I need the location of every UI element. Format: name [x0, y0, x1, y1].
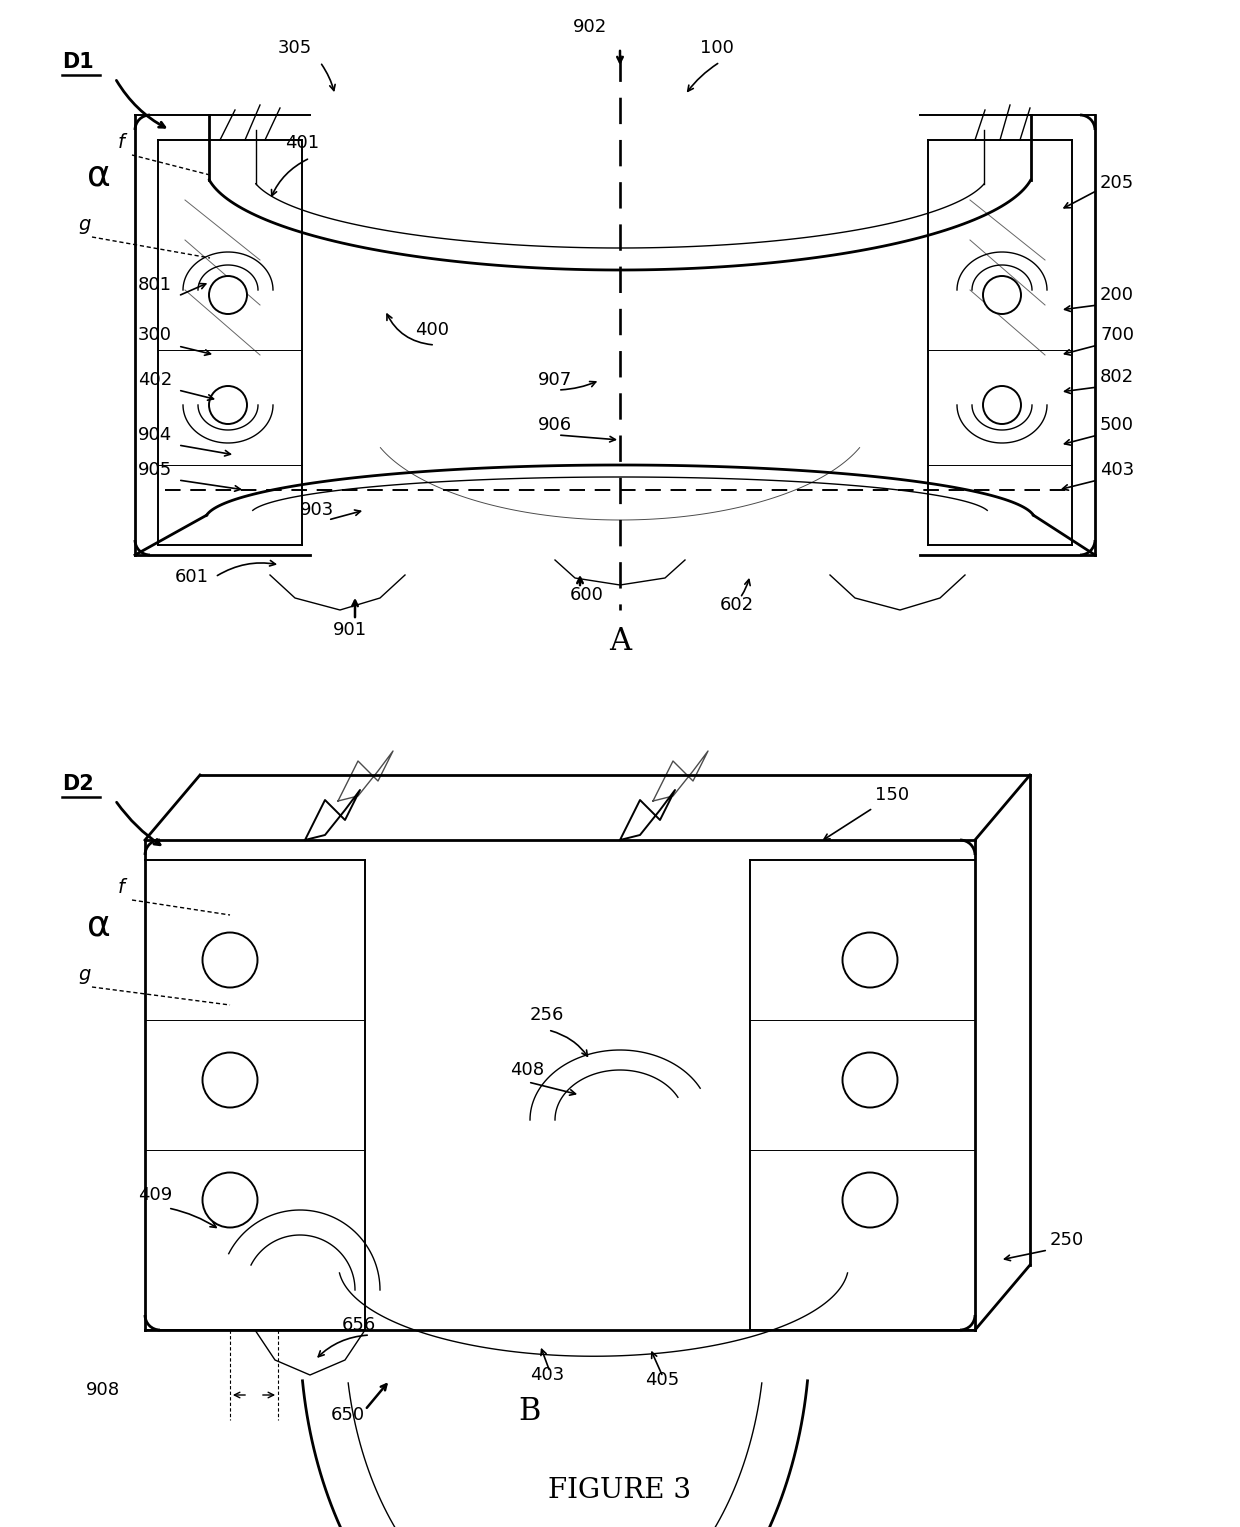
- Text: 700: 700: [1100, 325, 1135, 344]
- Ellipse shape: [202, 1173, 258, 1228]
- Text: 602: 602: [720, 596, 754, 614]
- Ellipse shape: [210, 276, 247, 315]
- Text: g: g: [78, 965, 91, 983]
- Text: 802: 802: [1100, 368, 1135, 386]
- Text: 904: 904: [138, 426, 172, 444]
- Text: 902: 902: [573, 18, 608, 37]
- Text: 205: 205: [1100, 174, 1135, 192]
- Text: 403: 403: [1100, 461, 1135, 479]
- Text: 100: 100: [701, 40, 734, 56]
- Text: α: α: [87, 909, 110, 942]
- Text: f: f: [118, 133, 125, 153]
- Text: 500: 500: [1100, 415, 1135, 434]
- Text: D2: D2: [62, 774, 94, 794]
- Text: 656: 656: [342, 1316, 376, 1335]
- Text: 402: 402: [138, 371, 172, 389]
- Text: D1: D1: [62, 52, 94, 72]
- Text: 408: 408: [510, 1061, 544, 1080]
- Text: B: B: [518, 1396, 541, 1428]
- Text: 901: 901: [332, 621, 367, 638]
- Text: g: g: [78, 215, 91, 234]
- Text: 250: 250: [1050, 1231, 1084, 1249]
- Text: 400: 400: [415, 321, 449, 339]
- Ellipse shape: [202, 1052, 258, 1107]
- Text: 907: 907: [538, 371, 572, 389]
- Ellipse shape: [842, 933, 898, 988]
- Text: 256: 256: [529, 1006, 564, 1025]
- Text: 908: 908: [86, 1380, 120, 1399]
- Ellipse shape: [202, 933, 258, 988]
- Text: 409: 409: [138, 1186, 172, 1203]
- Text: 905: 905: [138, 461, 172, 479]
- Text: 150: 150: [875, 786, 909, 805]
- Ellipse shape: [842, 1052, 898, 1107]
- Text: 801: 801: [138, 276, 172, 295]
- Ellipse shape: [210, 386, 247, 425]
- Ellipse shape: [983, 386, 1021, 425]
- Text: α: α: [87, 157, 110, 192]
- Text: 650: 650: [331, 1406, 365, 1425]
- Text: 401: 401: [285, 134, 319, 153]
- Text: 600: 600: [570, 586, 604, 605]
- Text: 601: 601: [175, 568, 210, 586]
- Text: 405: 405: [645, 1371, 680, 1390]
- Text: 903: 903: [300, 501, 335, 519]
- Ellipse shape: [983, 276, 1021, 315]
- Text: f: f: [118, 878, 125, 896]
- Text: 300: 300: [138, 325, 172, 344]
- Text: 906: 906: [538, 415, 572, 434]
- Text: FIGURE 3: FIGURE 3: [548, 1477, 692, 1504]
- Text: A: A: [609, 626, 631, 657]
- Text: 305: 305: [278, 40, 312, 56]
- Text: 200: 200: [1100, 286, 1135, 304]
- Text: 403: 403: [529, 1367, 564, 1383]
- Ellipse shape: [842, 1173, 898, 1228]
